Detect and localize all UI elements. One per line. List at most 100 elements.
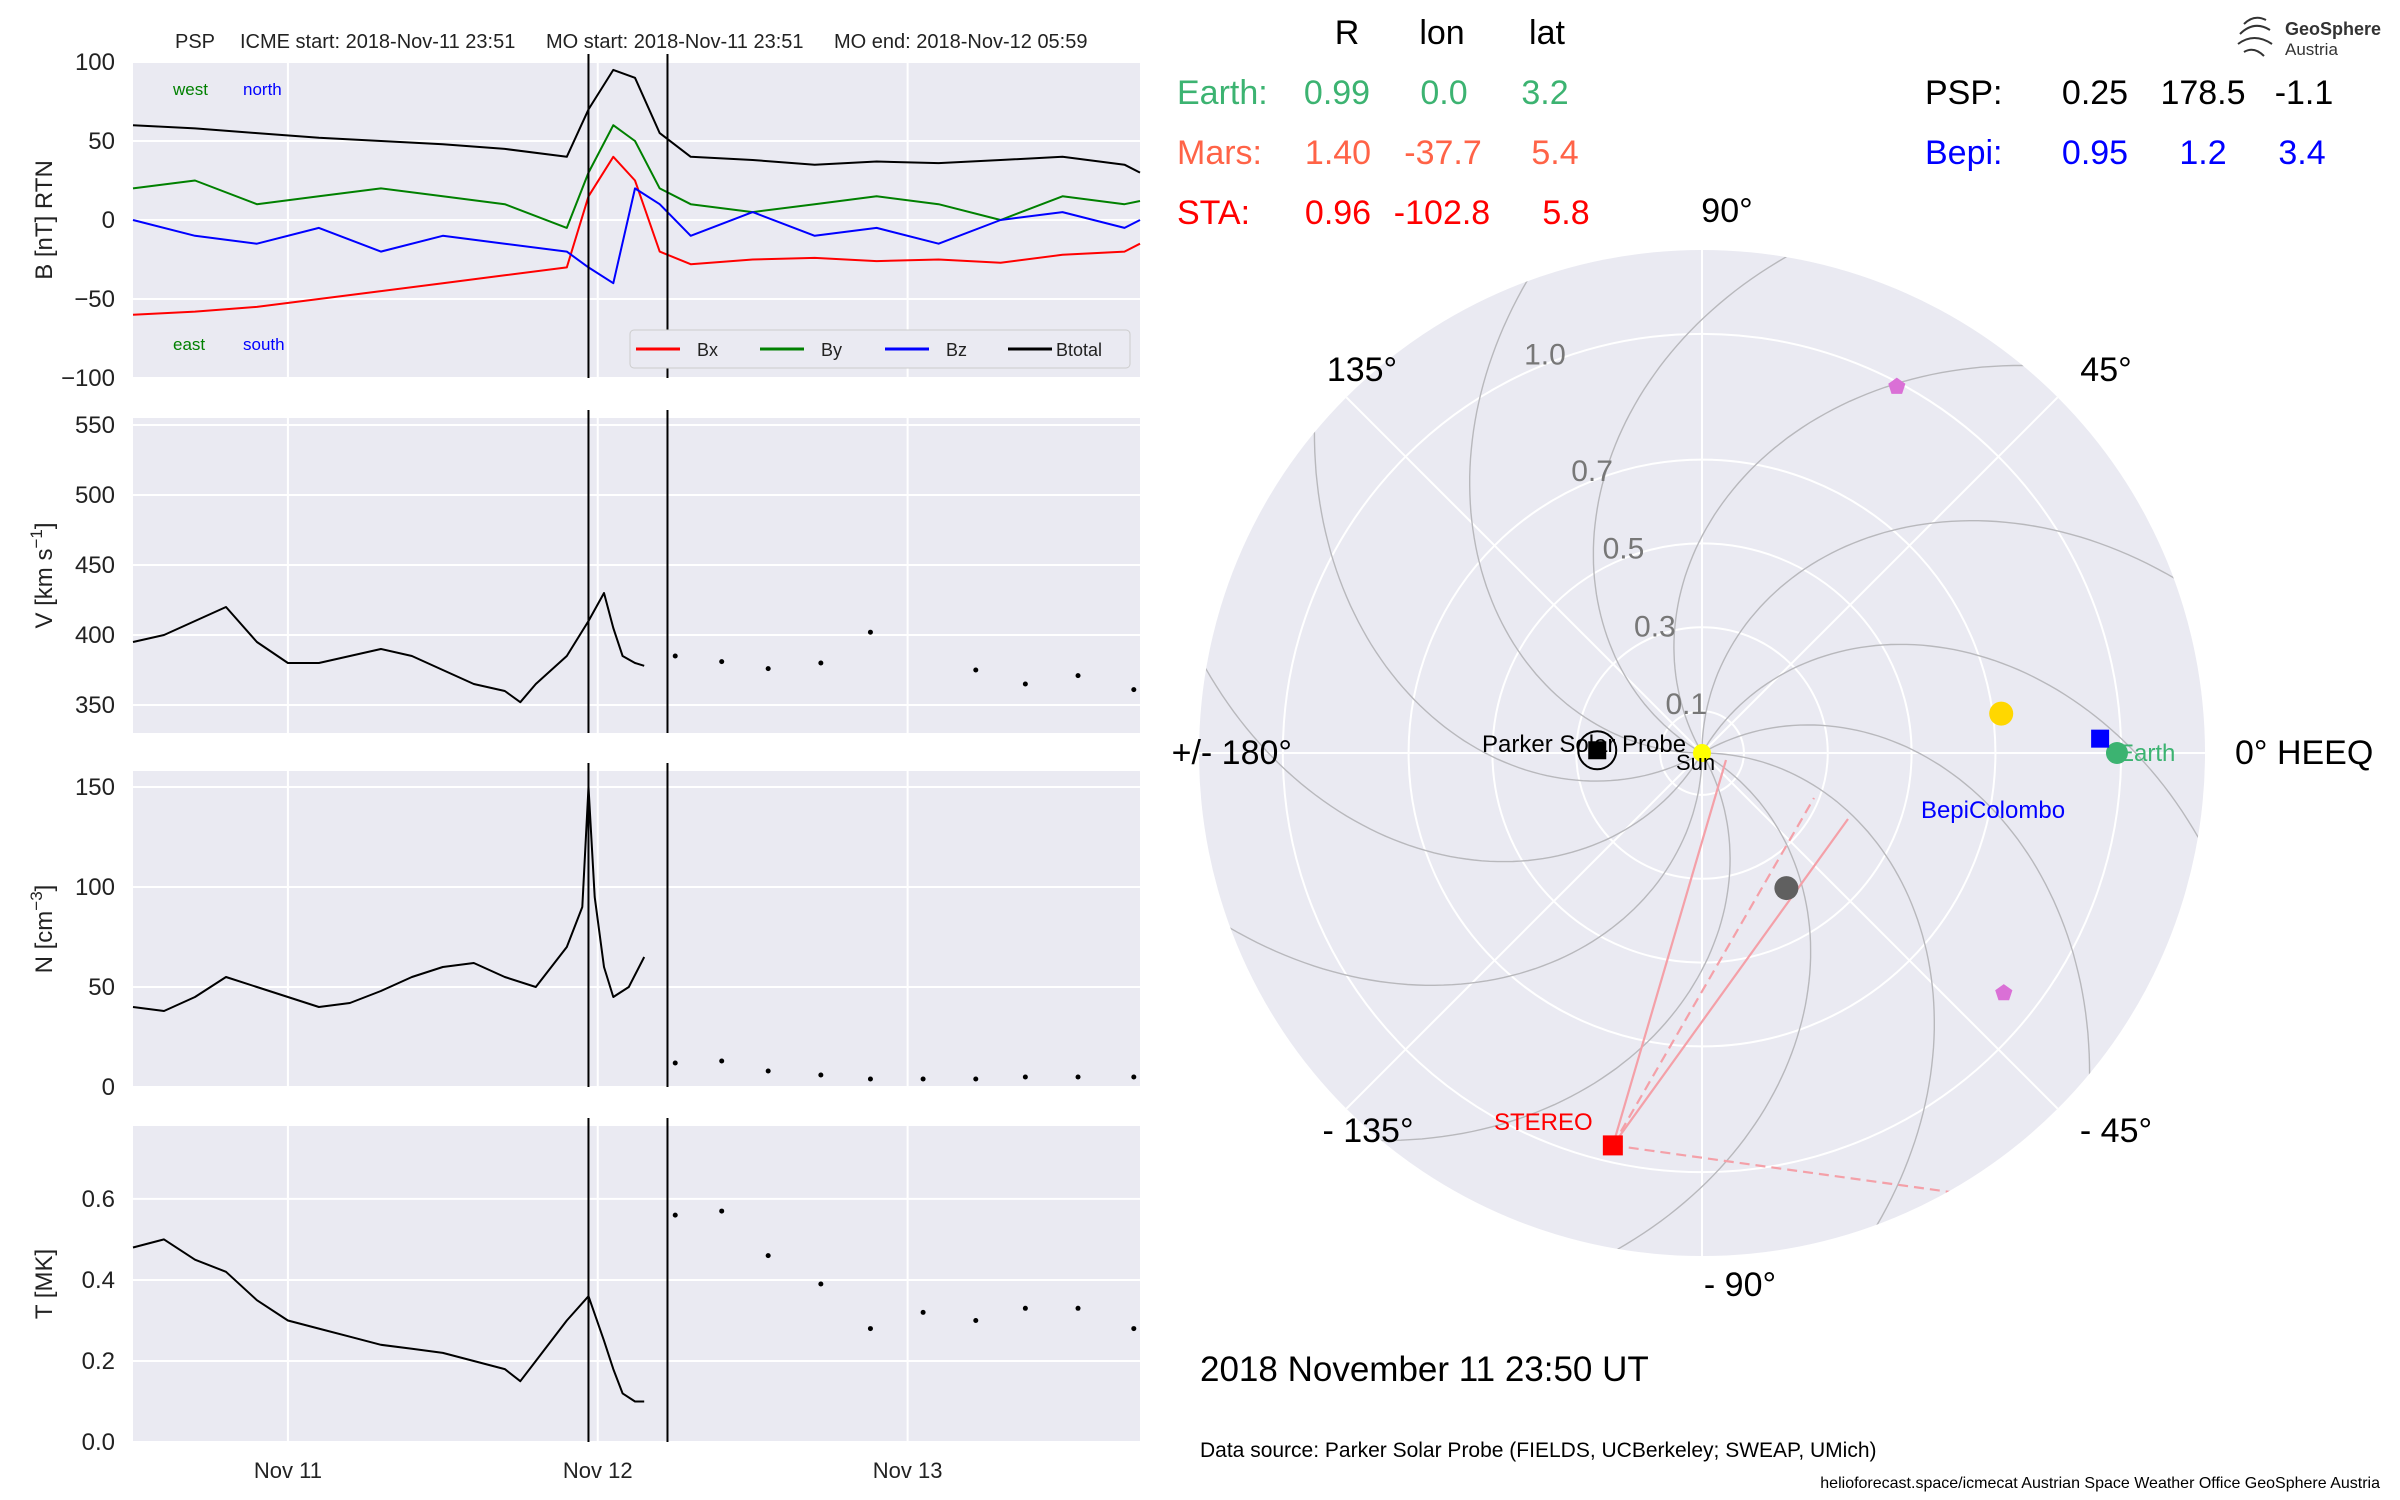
parker-spiral-line [1592,250,1847,754]
data-point [973,1076,979,1082]
y-tick-label: 500 [75,482,115,509]
angle-label-a_45: - 45° [2080,1112,2152,1150]
data-point [1075,1305,1081,1311]
series-line-by [132,124,1141,229]
data-point [672,1212,678,1218]
series-t-sparse [672,1208,1137,1332]
label-bepicolombo: BepiColombo [1921,797,2065,824]
series-line-t [132,1238,645,1403]
radial-tick-label: 0.3 [1634,610,1676,643]
x-tick-label: Nov 13 [873,1458,943,1483]
row-earth-lat: 3.2 [1521,74,1568,112]
panel-background [133,418,1140,733]
parker-spiral-line [1673,364,2091,754]
ray-solid-1 [1611,759,1728,1146]
header-icme-start: ICME start: 2018-Nov-11 23:51 [240,31,515,53]
data-point [920,1309,926,1315]
marker-earth [2105,742,2128,764]
ray-solid-2 [1611,818,1849,1147]
legend-box [629,329,1131,369]
timestamp: 2018 November 11 23:50 UT [1200,1350,1649,1389]
y-axis-label: V [km s−1] [27,522,58,628]
row-bepi-name: Bepi: [1925,134,2003,172]
marker-stereo-a [1602,1135,1623,1156]
geosphere-logo-icon [2237,16,2273,57]
parker-spiral-line [1701,643,2205,898]
positions-table: R lon lat Earth: 0.99 0.0 3.2 Mars: 1.40… [1177,14,2333,232]
data-point [818,1281,824,1287]
angular-grid-line [1345,752,1703,1110]
data-point [1131,1326,1137,1332]
y-axis-label: B [nT] RTN [31,160,58,280]
data-point [1022,1074,1028,1080]
marker-sun [1693,744,1711,762]
panel-background [133,771,1140,1087]
row-psp-lat: -1.1 [2275,74,2334,112]
logo-line2: Austria [2285,40,2338,59]
row-psp-lon: 178.5 [2160,74,2245,112]
marker-parker-solar-probe [1588,741,1607,760]
row-mars-lon: -37.7 [1404,134,1482,172]
legend-label-by: By [821,340,842,360]
series-line-btotal [132,68,1141,174]
y-tick-label: 50 [88,128,115,155]
data-point [765,666,771,672]
y-axis-label: N [cm−3] [27,885,58,974]
parker-spiral-line [1313,364,1703,782]
x-tick-label: Nov 12 [563,1458,633,1483]
radial-labels: 0.1 0.3 0.5 0.7 1.0 [1524,338,1707,721]
marker-venus [1989,701,2014,726]
data-point [867,629,873,635]
data-point [672,1060,678,1066]
parker-spiral-line [1701,520,2205,754]
y-tick-label: −50 [74,286,115,313]
panel-magnetic-field: −100 −50 0 50 100 B [nT] RTN [31,49,1141,392]
polar-plot: 0.1 0.3 0.5 0.7 1.0 0° HEEQ 45° 90° 135° +/- 180°… [1172,192,2374,1304]
header-title: PSP ICME start: 2018-Nov-11 23:51 MO sta… [175,31,1088,53]
angle-label-a90: 90° [1701,192,1752,230]
parker-spiral-line [1199,752,1703,986]
annotation-south: south [243,335,285,354]
annotation-north: north [243,80,282,99]
y-tick-label: 50 [88,974,115,1001]
ray-dashed-1 [1611,797,1815,1146]
table-header-r: R [1335,14,1360,52]
marker-pentagon-1 [1888,377,1906,394]
parker-spiral-line [1468,250,1703,754]
panel-speed: 350 400 450 500 550 V [km s−1] [27,410,1140,733]
label-earth: Earth [2118,740,2175,767]
data-point [672,653,678,659]
marker-psp-ring [1577,730,1618,771]
legend-label-bz: Bz [946,340,967,360]
label-stereo-a: STEREO [1494,1109,1593,1136]
data-point [719,659,725,665]
series-line-v [132,592,645,704]
stereo-field-of-view [1611,759,1951,1194]
parker-spiral-line [1199,608,1703,863]
panel-background [133,1126,1140,1442]
parker-spirals [1199,250,2205,1256]
row-mars-lat: 5.4 [1531,134,1578,172]
data-point [719,1208,725,1214]
data-point [1131,1074,1137,1080]
angle-label-a180: +/- 180° [1172,734,1292,772]
row-psp-name: PSP: [1925,74,2002,112]
data-point [973,1317,979,1323]
angle-label-a45: 45° [2080,351,2131,389]
row-sta-r: 0.96 [1305,194,1371,232]
y-tick-label: 400 [75,622,115,649]
angle-label-a_135: - 135° [1322,1112,1413,1150]
marker-pentagon-2 [1995,984,2013,1001]
row-sta-lon: -102.8 [1394,194,1490,232]
header-spacecraft: PSP [175,31,215,53]
y-tick-label: 0.2 [82,1348,115,1375]
data-point [818,660,824,666]
legend-label-btotal: Btotal [1056,340,1102,360]
series-v-sparse [672,629,1137,693]
data-point [765,1068,771,1074]
table-header-lon: lon [1419,14,1464,52]
row-earth-r: 0.99 [1304,74,1370,112]
y-tick-label: 100 [75,49,115,76]
angle-labels: 0° HEEQ 45° 90° 135° +/- 180° - 135° - 90° - 45… [1172,192,2374,1304]
header-mo-start: MO start: 2018-Nov-11 23:51 [546,31,804,53]
